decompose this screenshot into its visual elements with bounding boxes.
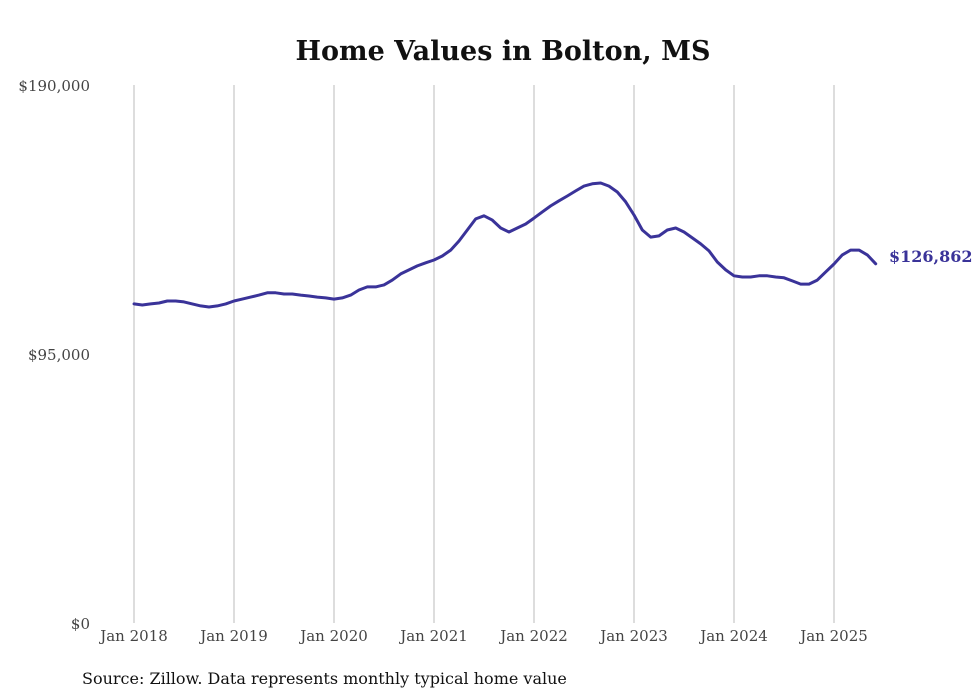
x-tick-label: Jan 2024: [698, 627, 768, 645]
source-note: Source: Zillow. Data represents monthly …: [82, 669, 567, 688]
x-tick-label: Jan 2018: [98, 627, 168, 645]
y-tick-label: $190,000: [18, 77, 90, 95]
x-axis: Jan 2018 Jan 2019 Jan 2020 Jan 2021 Jan 2022…: [98, 627, 868, 645]
y-axis: $0 $95,000 $190,000: [18, 77, 90, 633]
y-tick-label: $95,000: [28, 346, 90, 364]
gridlines: [133, 85, 835, 623]
x-tick-label: Jan 2022: [498, 627, 568, 645]
x-tick-label: Jan 2023: [598, 627, 668, 645]
x-tick-label: Jan 2025: [798, 627, 868, 645]
x-tick-label: Jan 2020: [298, 627, 368, 645]
chart-title: Home Values in Bolton, MS: [296, 36, 711, 67]
x-tick-label: Jan 2019: [198, 627, 268, 645]
x-tick-label: Jan 2021: [398, 627, 468, 645]
end-value-label: $126,862: [889, 247, 973, 266]
y-tick-label: $0: [71, 615, 90, 633]
series-line: [132, 181, 878, 309]
